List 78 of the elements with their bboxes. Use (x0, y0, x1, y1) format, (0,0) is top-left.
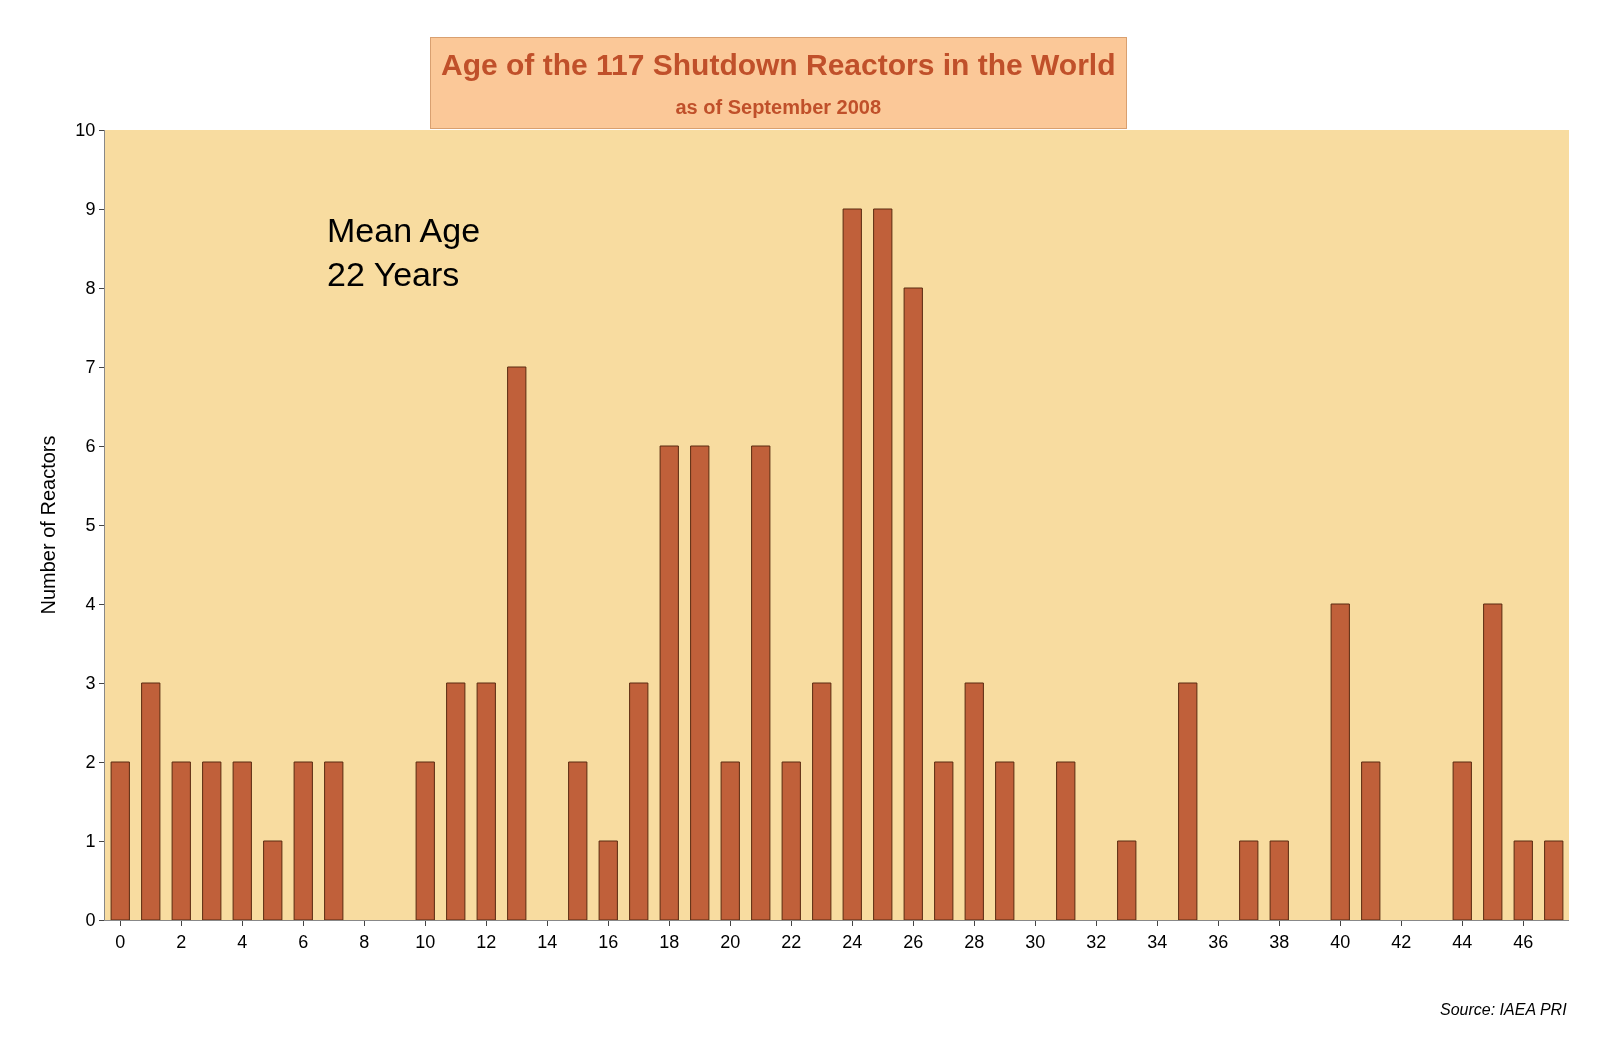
chart-subtitle: as of September 2008 (675, 96, 882, 118)
x-tick-label: 40 (1330, 931, 1351, 952)
x-tick-label: 2 (176, 931, 187, 952)
bar (964, 682, 984, 920)
x-tick-label: 18 (659, 931, 680, 952)
bar (171, 761, 191, 920)
x-tick-label: 6 (298, 931, 309, 952)
x-tick-label: 22 (781, 931, 802, 952)
x-tick-label: 28 (964, 931, 985, 952)
x-tick-label: 26 (903, 931, 924, 952)
x-tick-label: 16 (598, 931, 619, 952)
x-tick-label: 38 (1269, 931, 1290, 952)
y-tick-label: 10 (75, 120, 96, 141)
bar (659, 445, 679, 920)
y-tick-label: 6 (85, 436, 96, 457)
bar (1452, 761, 1472, 920)
y-tick-label: 7 (85, 357, 96, 378)
source-note: Source: IAEA PRI (1440, 1001, 1568, 1018)
x-tick-label: 12 (476, 931, 497, 952)
x-tick-label: 8 (359, 931, 370, 952)
x-tick-label: 24 (842, 931, 863, 952)
y-tick-label: 9 (85, 199, 96, 220)
bar (1483, 603, 1503, 920)
bar (1117, 840, 1137, 920)
bar (1239, 840, 1259, 920)
bar (842, 208, 862, 920)
bar (1544, 840, 1564, 920)
bar (1178, 682, 1198, 920)
bar (1361, 761, 1381, 920)
x-tick-label: 44 (1452, 931, 1473, 952)
x-tick-label: 32 (1086, 931, 1107, 952)
y-tick-label: 2 (85, 752, 96, 773)
x-tick-label: 42 (1391, 931, 1412, 952)
y-tick-label: 1 (85, 831, 96, 852)
x-tick-label: 46 (1513, 931, 1534, 952)
bar (812, 682, 832, 920)
x-tick-label: 0 (115, 931, 126, 952)
bar (1330, 603, 1350, 920)
bar (324, 761, 344, 920)
x-tick-label: 20 (720, 931, 741, 952)
y-axis-title: Number of Reactors (37, 435, 59, 615)
x-tick-label: 36 (1208, 931, 1229, 952)
bar (690, 445, 710, 920)
bar (873, 208, 893, 920)
bar (629, 682, 649, 920)
bar (568, 761, 588, 920)
y-tick-label: 3 (85, 673, 96, 694)
annotation: Mean Age 22 Years (327, 211, 481, 294)
x-tick-label: 4 (237, 931, 248, 952)
bar (1056, 761, 1076, 920)
bar (1269, 840, 1289, 920)
bar (263, 840, 283, 920)
bar (751, 445, 771, 920)
y-tick-label: 5 (85, 515, 96, 536)
bar (781, 761, 801, 920)
x-tick-label: 10 (415, 931, 436, 952)
y-tick-label: 0 (85, 910, 96, 931)
bar (1513, 840, 1533, 920)
bar (141, 682, 161, 920)
bar (720, 761, 740, 920)
bar (934, 761, 954, 920)
x-tick-label: 30 (1025, 931, 1046, 952)
bar (507, 366, 527, 920)
bar (110, 761, 130, 920)
y-tick-label: 8 (85, 278, 96, 299)
bar (415, 761, 435, 920)
bar (598, 840, 618, 920)
chart-title: Age of the 117 Shutdown Reactors in the World (441, 48, 1116, 81)
bar (903, 287, 923, 920)
y-tick-label: 4 (85, 594, 96, 615)
bar (202, 761, 222, 920)
bar (293, 761, 313, 920)
x-tick-label: 14 (537, 931, 558, 952)
x-tick-label: 34 (1147, 931, 1168, 952)
bar (446, 682, 466, 920)
bar (232, 761, 252, 920)
bar (476, 682, 496, 920)
bar (995, 761, 1015, 920)
